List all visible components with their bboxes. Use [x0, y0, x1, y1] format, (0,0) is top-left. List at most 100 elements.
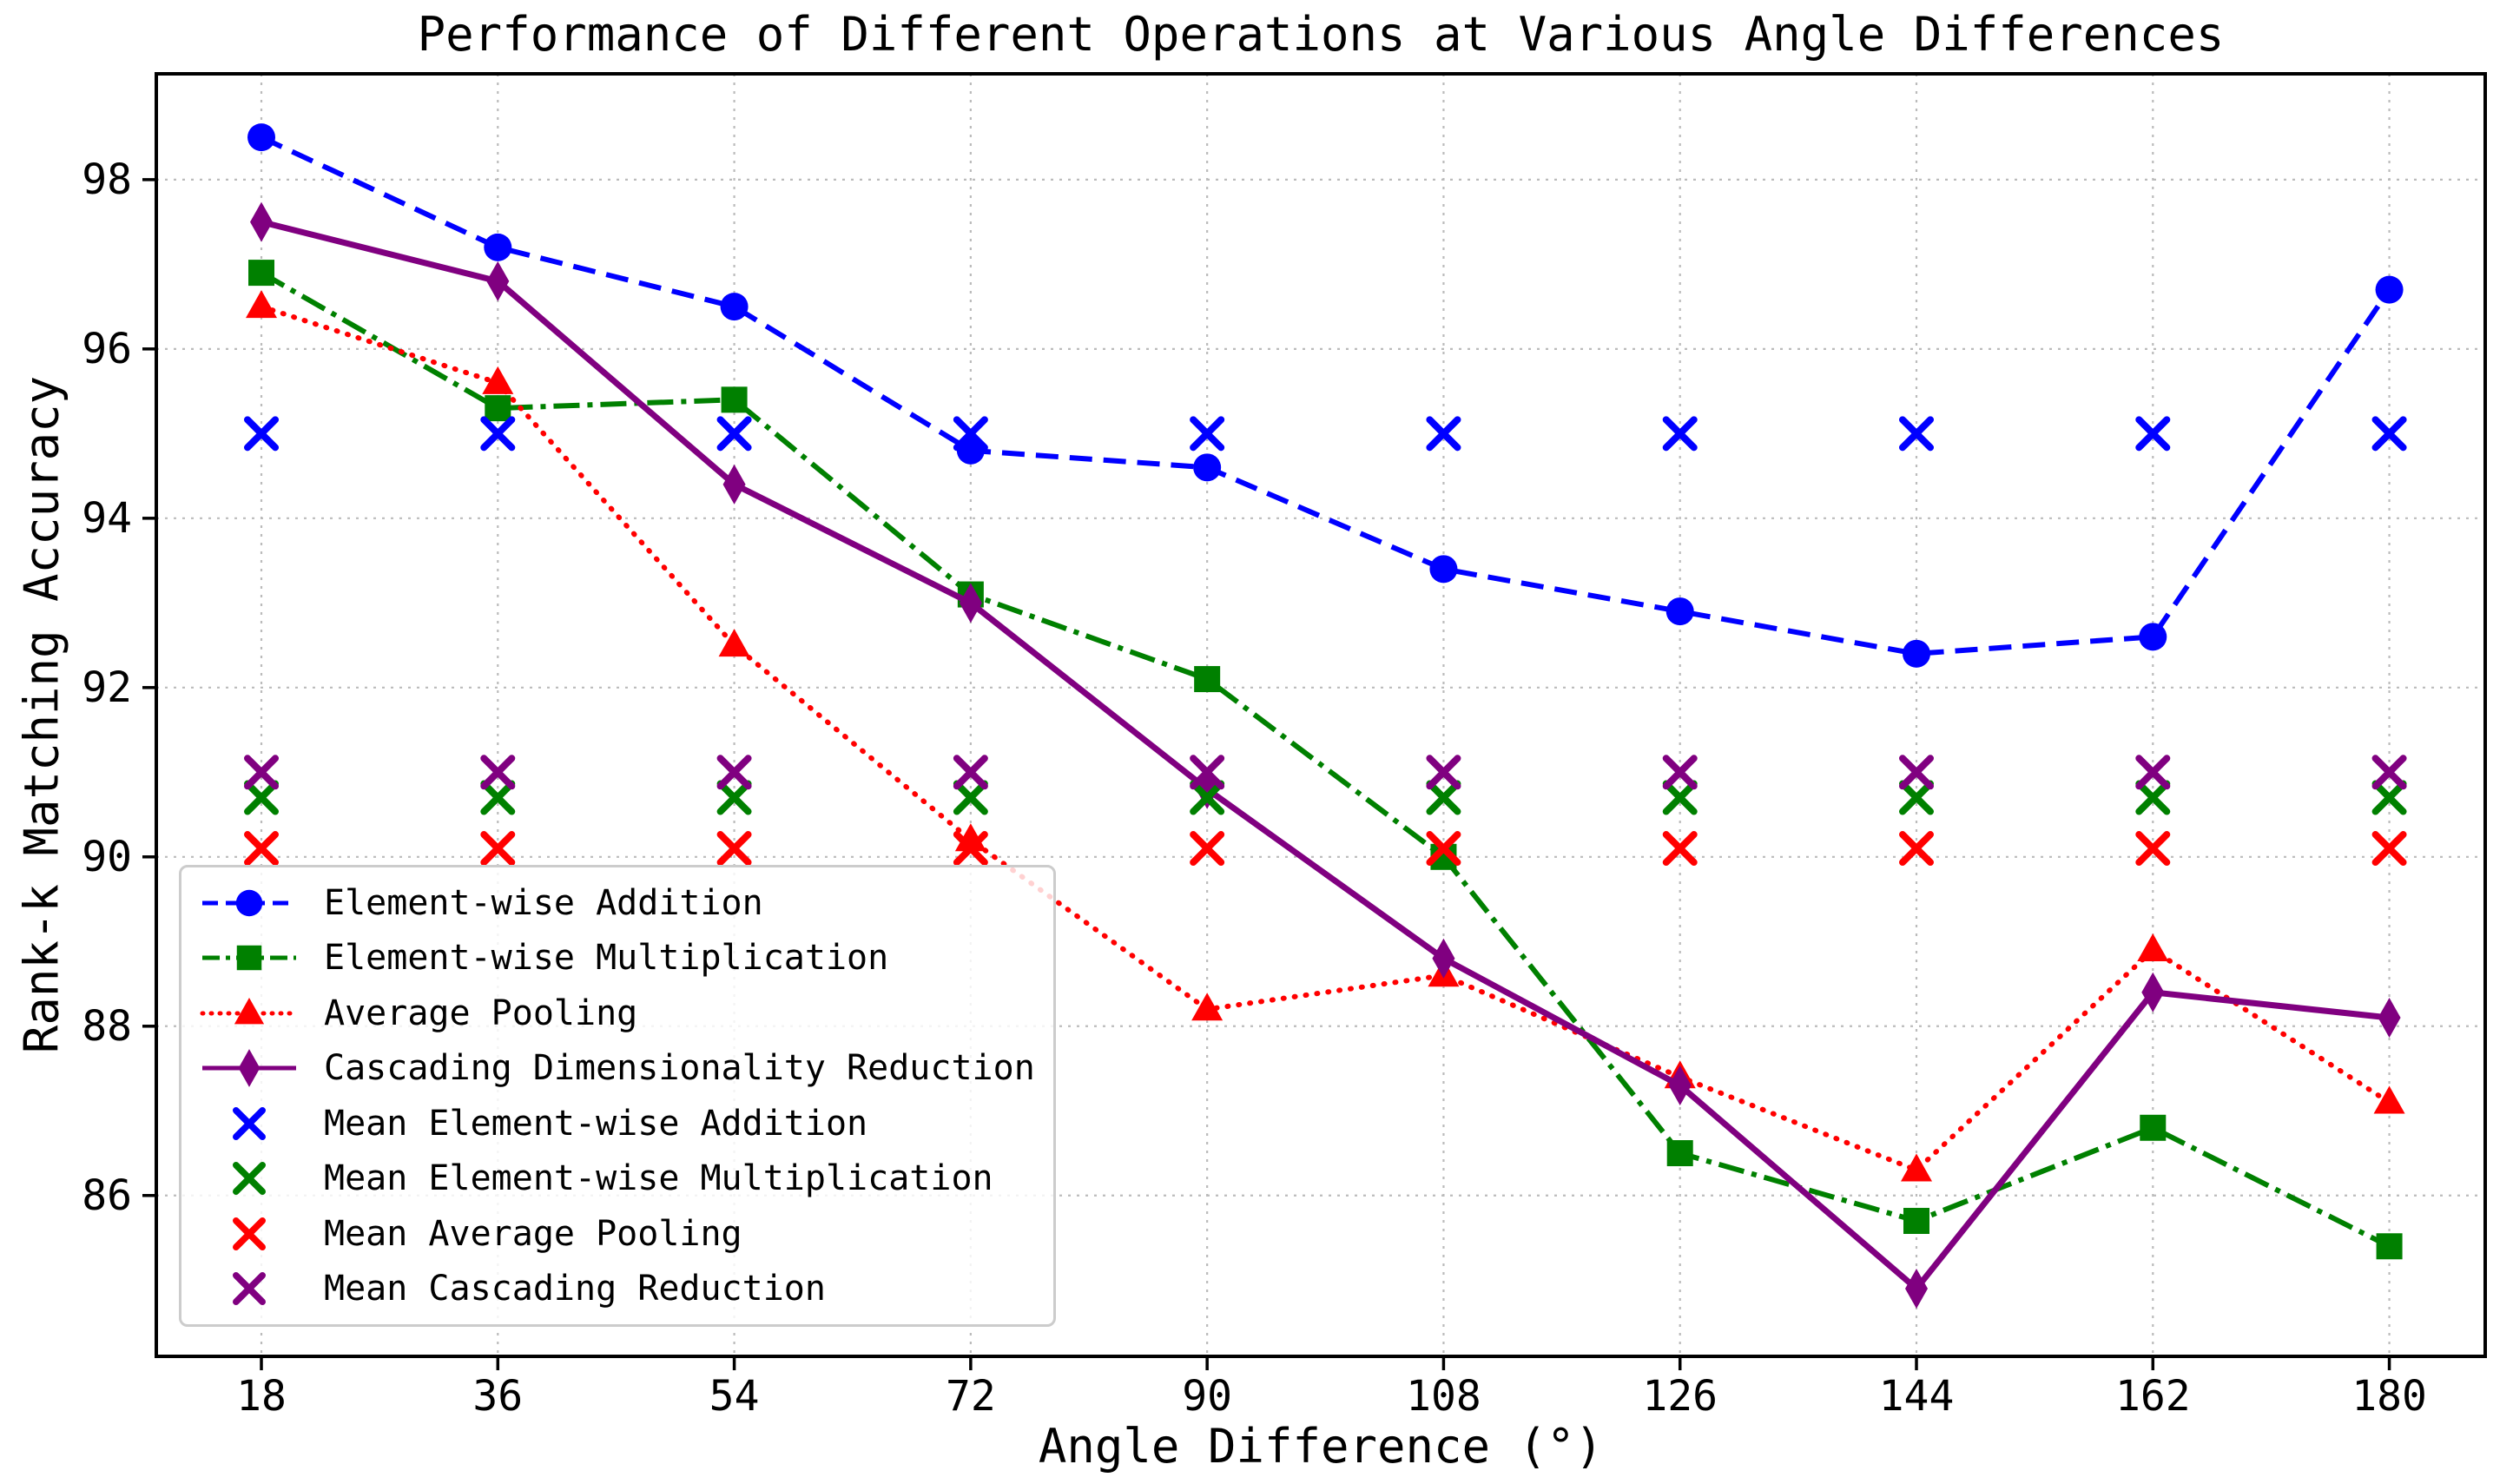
x-axis-label: Angle Difference (°)	[1038, 1419, 1604, 1474]
legend-sample-mean-element-wise-multiplication	[233, 1162, 266, 1196]
x-marker-icon	[2371, 416, 2407, 452]
circle-marker-icon	[1903, 639, 1931, 668]
x-marker-icon	[953, 780, 988, 815]
x-marker-icon	[480, 831, 516, 867]
x-marker-icon	[2371, 755, 2407, 790]
x-marker-icon	[716, 780, 752, 815]
x-marker-icon	[953, 755, 988, 790]
circle-marker-icon	[484, 233, 512, 261]
x-tick-label: 180	[2351, 1372, 2427, 1421]
legend-label: Mean Element-wise Multiplication	[324, 1158, 993, 1199]
chart-title: Performance of Different Operations at V…	[417, 7, 2225, 62]
x-tick-label: 90	[1182, 1372, 1232, 1421]
x-marker-icon	[716, 416, 752, 452]
square-marker-icon	[1903, 1208, 1930, 1235]
series-line-element-wise-addition	[260, 135, 2392, 656]
circle-marker-icon	[720, 293, 749, 321]
x-marker-icon	[244, 755, 280, 790]
x-marker-icon	[1662, 831, 1698, 867]
square-marker-icon	[236, 945, 262, 971]
circle-marker-icon	[235, 889, 263, 916]
legend-label: Mean Cascading Reduction	[324, 1269, 826, 1309]
plot-border	[155, 72, 2487, 1358]
series-line-element-wise-multiplication	[260, 270, 2391, 1249]
diamond-marker-icon	[2141, 972, 2165, 1012]
x-marker-icon	[1899, 755, 1935, 790]
x-marker-icon	[953, 416, 988, 452]
x-marker-icon	[2135, 416, 2171, 452]
x-marker-icon	[716, 831, 752, 867]
diamond-marker-icon	[1905, 1269, 1929, 1309]
x-tick-label: 36	[472, 1372, 523, 1421]
x-marker-icon	[1190, 755, 1225, 790]
x-tick-label: 108	[1406, 1372, 1481, 1421]
legend-item-mean-average-pooling: Mean Average Pooling	[197, 1209, 1038, 1259]
square-marker-icon	[721, 386, 748, 413]
y-tick-label: 86	[82, 1171, 132, 1220]
x-marker-icon	[1190, 416, 1225, 452]
x-marker-icon	[480, 780, 516, 815]
diamond-marker-icon	[959, 583, 982, 623]
legend-label: Element-wise Addition	[324, 882, 763, 923]
square-marker-icon	[1194, 666, 1221, 693]
diamond-marker-icon	[238, 1049, 261, 1088]
legend-sample-cascading-dimensionality-reduction	[202, 1049, 296, 1088]
series-mean-element-wise-multiplication	[244, 780, 2407, 815]
triangle-marker-icon	[246, 290, 278, 319]
x-marker-icon	[2135, 780, 2171, 815]
diamond-marker-icon	[2378, 998, 2401, 1039]
circle-marker-icon	[2139, 623, 2167, 651]
x-marker-icon	[480, 755, 516, 790]
x-marker-icon	[2371, 831, 2407, 867]
y-tick-label: 96	[82, 325, 132, 373]
x-tick-label: 144	[1879, 1372, 1955, 1421]
x-marker-icon	[1426, 755, 1461, 790]
series-mean-average-pooling	[244, 831, 2407, 867]
x-marker-icon	[233, 1272, 266, 1306]
diamond-marker-icon	[250, 201, 274, 242]
y-tick-label: 92	[82, 663, 132, 712]
x-marker-icon	[716, 755, 752, 790]
legend-sample-average-pooling	[200, 997, 299, 1024]
legend-item-cascading-dimensionality-reduction: Cascading Dimensionality Reduction	[197, 1043, 1038, 1093]
x-marker-icon	[1899, 416, 1935, 452]
triangle-marker-icon	[1901, 1153, 1933, 1182]
x-tick-label: 162	[2115, 1372, 2191, 1421]
legend-item-average-pooling: Average Pooling	[197, 988, 1038, 1039]
x-tick-label: 54	[709, 1372, 760, 1421]
triangle-marker-icon	[2137, 933, 2169, 962]
y-tick-label: 90	[82, 833, 132, 881]
legend-item-mean-element-wise-addition: Mean Element-wise Addition	[197, 1098, 1038, 1149]
legend: Element-wise Addition Element-wise Multip…	[179, 865, 1056, 1327]
legend-sample-element-wise-addition	[202, 889, 296, 916]
square-marker-icon	[1666, 1140, 1693, 1167]
legend-item-element-wise-addition: Element-wise Addition	[197, 878, 1038, 928]
series-mean-element-wise-addition	[244, 416, 2407, 452]
legend-label: Average Pooling	[324, 993, 638, 1033]
x-tick-label: 126	[1642, 1372, 1718, 1421]
x-marker-icon	[1662, 780, 1698, 815]
x-marker-icon	[1899, 831, 1935, 867]
y-tick-label: 88	[82, 1002, 132, 1051]
triangle-marker-icon	[1191, 993, 1224, 1021]
y-tick-label: 98	[82, 155, 132, 204]
legend-label: Mean Average Pooling	[324, 1213, 742, 1254]
circle-marker-icon	[2375, 275, 2404, 304]
x-marker-icon	[1899, 780, 1935, 815]
x-marker-icon	[1426, 780, 1461, 815]
x-marker-icon	[1662, 416, 1698, 452]
triangle-marker-icon	[2373, 1085, 2405, 1114]
x-marker-icon	[233, 1162, 266, 1196]
x-marker-icon	[2135, 831, 2171, 867]
x-marker-icon	[480, 416, 516, 452]
x-marker-icon	[1426, 416, 1461, 452]
series-line-cascading-dimensionality-reduction	[261, 219, 2390, 1294]
circle-marker-icon	[1429, 555, 1458, 584]
x-marker-icon	[233, 1106, 266, 1140]
x-tick-label: 72	[946, 1372, 996, 1421]
x-marker-icon	[2371, 780, 2407, 815]
x-marker-icon	[244, 780, 280, 815]
x-tick-label: 18	[236, 1372, 287, 1421]
triangle-marker-icon	[718, 629, 750, 657]
legend-label: Cascading Dimensionality Reduction	[324, 1048, 1035, 1089]
